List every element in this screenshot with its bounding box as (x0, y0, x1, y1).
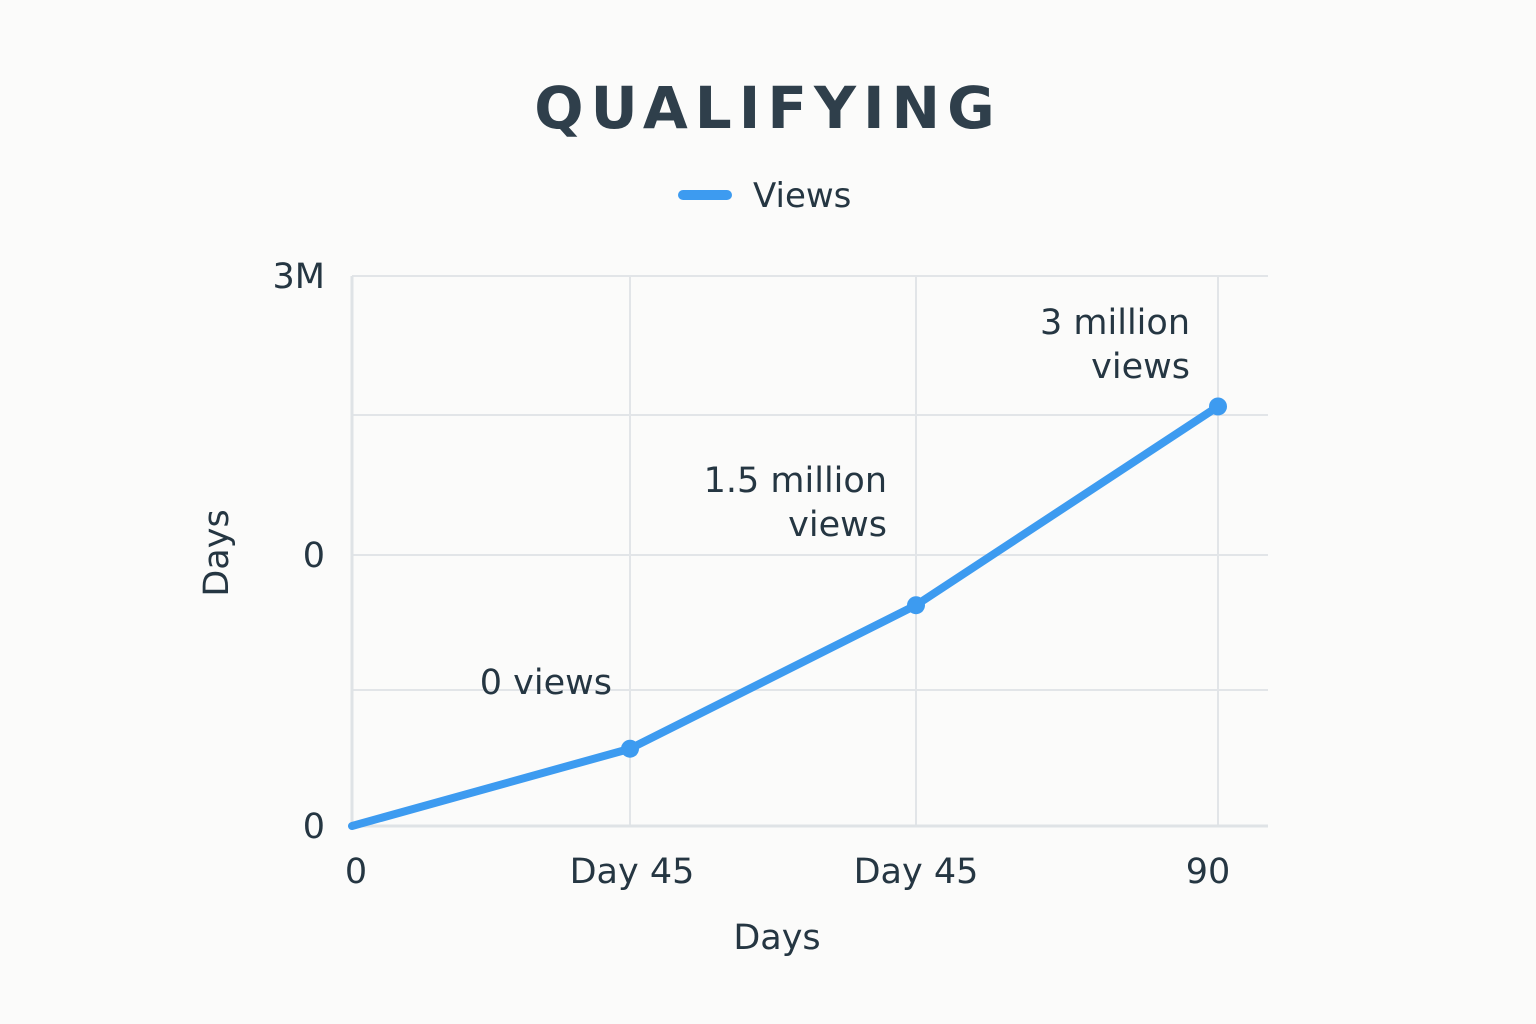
y-axis-label: Days (197, 509, 237, 596)
grid (352, 275, 1268, 826)
chart-title: QUALIFYING (534, 74, 1001, 142)
x-tick-label: 90 (1186, 852, 1231, 892)
series-views (348, 397, 1227, 830)
legend: Views (678, 176, 851, 216)
data-annotation: 3 million views (1040, 303, 1190, 387)
y-tick-label: 3M (273, 257, 325, 297)
y-tick-label: 0 (303, 807, 325, 847)
y-tick-labels: 3M 0 0 (273, 257, 325, 847)
annotations: 0 views 1.5 million views 3 million views (480, 303, 1190, 703)
y-tick-label: 0 (303, 536, 325, 576)
data-annotation: 1.5 million views (704, 461, 887, 545)
x-tick-label: 0 (345, 852, 367, 892)
x-axis-label: Days (733, 918, 820, 958)
x-tick-label: Day 45 (570, 852, 695, 892)
series-line-views (348, 402, 1222, 830)
x-tick-labels: 0 Day 45 Day 45 90 (345, 852, 1230, 892)
data-point (621, 739, 639, 758)
data-annotation: 0 views (480, 663, 612, 703)
data-point (1209, 397, 1227, 416)
x-tick-label: Day 45 (854, 852, 979, 892)
legend-label-views: Views (753, 176, 851, 216)
data-point (907, 596, 925, 615)
axes (350, 276, 1268, 828)
